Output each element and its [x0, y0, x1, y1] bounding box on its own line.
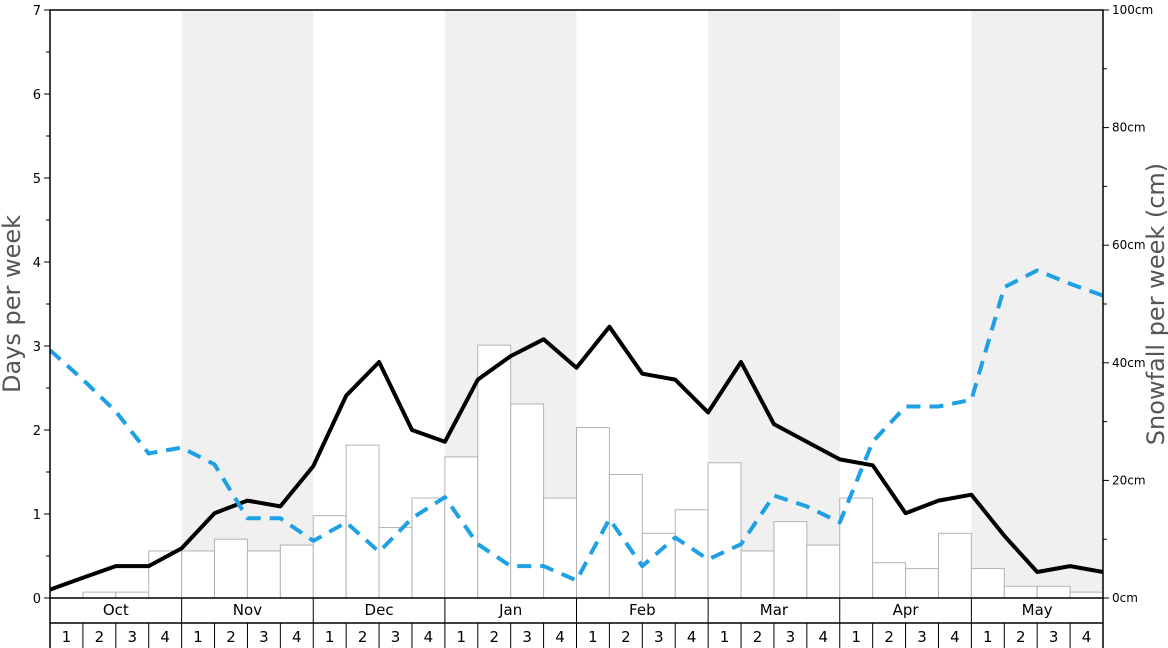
snowfall-bar [970, 568, 1005, 599]
right-tick-label: 60cm [1112, 238, 1146, 252]
week-label: 4 [1082, 628, 1092, 646]
month-label-dec: Dec [365, 601, 394, 619]
week-label: 2 [621, 628, 631, 646]
week-label: 3 [522, 628, 532, 646]
data-lines [48, 268, 1104, 592]
week-label: 1 [851, 628, 861, 646]
snowfall-bar [707, 462, 742, 599]
week-label: 4 [555, 628, 565, 646]
week-label: 3 [654, 628, 664, 646]
snowfall-bar [1003, 585, 1038, 599]
snowfall-bar [543, 497, 577, 599]
week-label: 4 [819, 628, 829, 646]
week-label: 1 [193, 628, 203, 646]
snowfall-bar [905, 568, 939, 599]
snowfall-bar [477, 344, 512, 599]
left-tick-label: 0 [33, 592, 41, 607]
right-axis-title: Snowfall per week (cm) [1142, 163, 1168, 445]
right-tick-label: 0cm [1112, 591, 1138, 605]
left-tick-label: 1 [33, 508, 41, 523]
left-tick-label: 2 [33, 424, 41, 439]
month-label-apr: Apr [893, 601, 920, 619]
x-axis: Oct 1 2 3 4 Nov 1 2 3 4 Dec 1 2 3 4 Jan 1 2 3 4 Feb 1 2 3 4 Mar 1 2… [49, 598, 1104, 648]
month-shading [181, 10, 1103, 598]
week-label: 2 [884, 628, 894, 646]
left-axis-ticks: 0 1 2 3 4 5 6 7 [33, 4, 50, 607]
snowfall-bar [839, 497, 874, 599]
week-label: 3 [786, 628, 796, 646]
left-tick-label: 4 [33, 256, 41, 271]
snowfall-bar [773, 521, 808, 599]
snowfall-bar [641, 532, 676, 599]
snowfall-bar [872, 562, 907, 599]
dashed-line [48, 268, 1104, 583]
month-shade-may [971, 10, 1103, 598]
snowfall-bar [214, 538, 248, 599]
week-label: 1 [325, 628, 335, 646]
snowfall-bar [345, 444, 380, 599]
left-tick-label: 6 [33, 88, 41, 103]
snowfall-bar [378, 526, 413, 599]
week-label: 4 [687, 628, 697, 646]
week-label: 2 [358, 628, 368, 646]
month-shade-nov [181, 10, 314, 598]
week-label: 1 [588, 628, 598, 646]
week-label: 4 [950, 628, 960, 646]
month-label-feb: Feb [629, 601, 656, 619]
snowfall-bars [82, 344, 1104, 599]
right-axis-ticks: 0cm 20cm 40cm 60cm 80cm 100cm [1103, 3, 1153, 605]
week-label: 1 [457, 628, 467, 646]
left-tick-label: 7 [33, 4, 41, 19]
week-label: 3 [259, 628, 269, 646]
snowfall-bar [937, 532, 972, 599]
snowfall-bar [115, 591, 150, 599]
snowfall-bar [181, 550, 216, 599]
snowfall-bar [1069, 591, 1104, 599]
month-label-nov: Nov [233, 601, 262, 619]
right-tick-label: 40cm [1112, 356, 1146, 370]
left-tick-label: 5 [33, 172, 41, 187]
week-label: 1 [720, 628, 730, 646]
solid-line [49, 324, 1104, 592]
right-tick-label: 20cm [1112, 473, 1146, 487]
snowfall-bar [1036, 585, 1071, 599]
week-label: 3 [391, 628, 401, 646]
week-label: 1 [62, 628, 72, 646]
week-label: 1 [983, 628, 993, 646]
left-axis-title: Days per week [0, 215, 26, 393]
week-label: 2 [95, 628, 105, 646]
snowfall-bar [608, 474, 643, 599]
week-label: 3 [127, 628, 137, 646]
snowfall-bar [510, 403, 545, 599]
snowfall-bar [82, 591, 117, 599]
month-label-mar: Mar [760, 601, 789, 619]
month-label-jan: Jan [498, 601, 522, 619]
right-tick-label: 100cm [1112, 3, 1153, 17]
week-label: 3 [1049, 628, 1059, 646]
snowfall-bar [312, 515, 347, 599]
snowfall-bar [444, 456, 479, 599]
week-label: 3 [917, 628, 927, 646]
snowfall-bar [740, 550, 775, 599]
week-label: 2 [226, 628, 236, 646]
week-label: 4 [160, 628, 170, 646]
month-label-may: May [1022, 601, 1053, 619]
week-label: 4 [292, 628, 302, 646]
left-tick-label: 3 [33, 340, 41, 355]
week-label: 2 [753, 628, 763, 646]
snowfall-bar [806, 544, 841, 599]
week-label: 2 [489, 628, 499, 646]
week-label: 2 [1016, 628, 1026, 646]
week-label: 4 [424, 628, 434, 646]
month-label-oct: Oct [103, 601, 129, 619]
snowfall-bar [246, 550, 281, 599]
right-tick-label: 80cm [1112, 121, 1146, 135]
snowfall-bar [279, 544, 314, 599]
